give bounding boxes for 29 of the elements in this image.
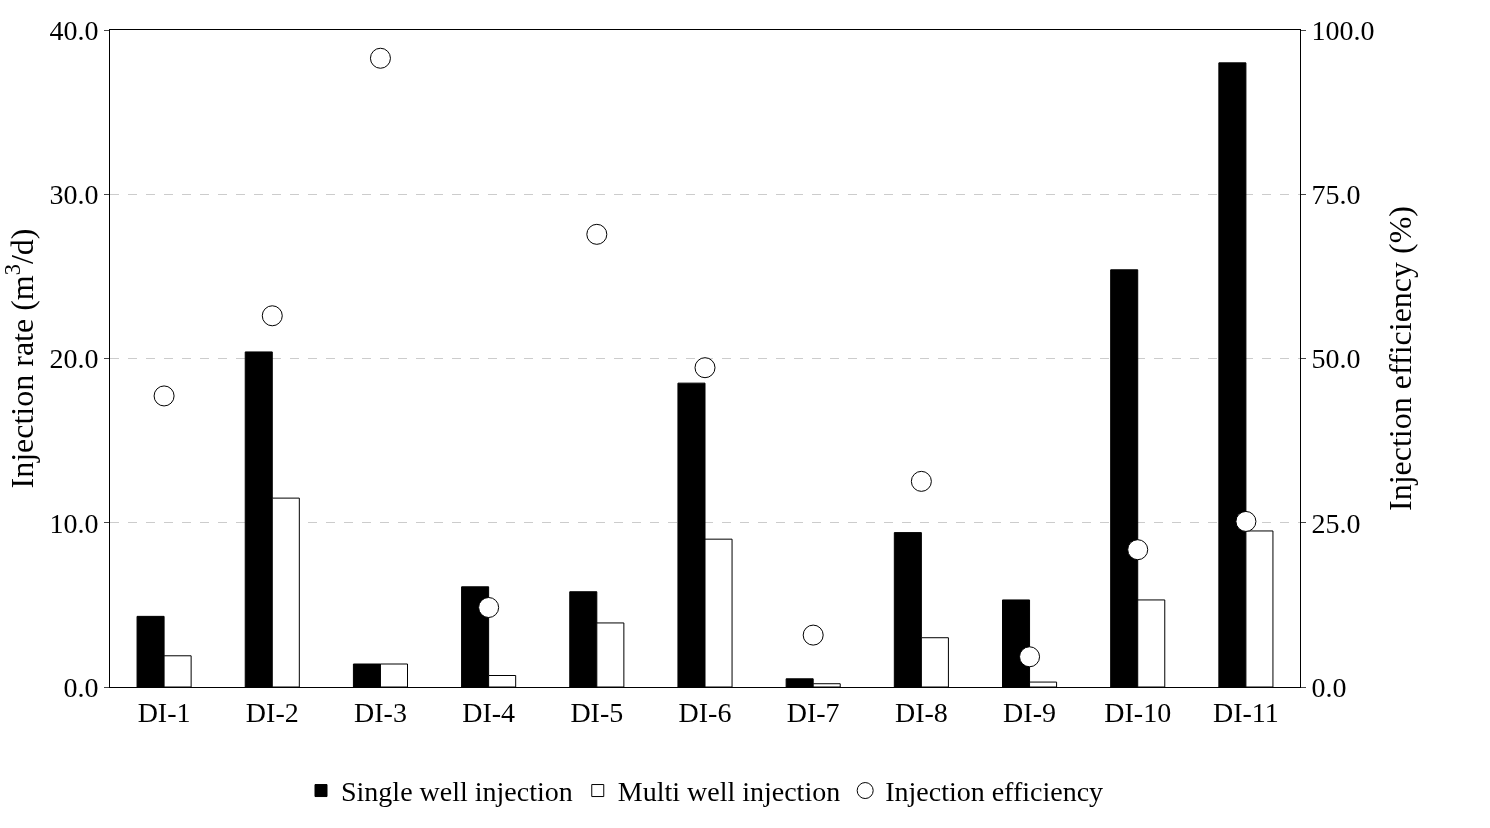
legend-label: Injection efficiency <box>885 776 1104 808</box>
x-tick-label: DI-8 <box>894 696 948 728</box>
y2-tick-label: 50.0 <box>1311 343 1361 375</box>
x-tick-label: DI-2 <box>245 696 299 728</box>
point <box>1235 510 1257 532</box>
y-tick-label: 20.0 <box>49 343 99 375</box>
x-tick-label: DI-10 <box>1104 696 1172 728</box>
x-tick-label: DI-3 <box>354 696 407 728</box>
legend-label: Single well injection <box>341 776 573 808</box>
y2-tick-label: 75.0 <box>1311 179 1361 211</box>
point <box>478 597 500 618</box>
y-tick-label: 40.0 <box>49 14 99 46</box>
x-tick-label: DI-1 <box>137 696 191 728</box>
y2-tick-label: 100.0 <box>1311 14 1375 46</box>
point <box>1019 646 1041 668</box>
y2-axis-title: Injection efficiency (%) <box>1382 205 1419 512</box>
y-tick-label: 0.0 <box>63 671 99 703</box>
x-tick-label: DI-5 <box>570 696 624 728</box>
y-tick-label: 10.0 <box>49 507 99 539</box>
x-tick-label: DI-9 <box>1003 696 1056 728</box>
x-tick-label: DI-7 <box>786 696 840 728</box>
x-tick-label: DI-6 <box>678 696 732 728</box>
legend-label: Multi well injection <box>617 776 841 808</box>
y2-tick-label: 0.0 <box>1311 671 1347 703</box>
point <box>1127 539 1149 561</box>
x-tick-label: DI-11 <box>1212 696 1279 728</box>
x-tick-label: DI-4 <box>462 696 516 728</box>
y2-tick-label: 25.0 <box>1311 507 1361 539</box>
y-tick-label: 30.0 <box>49 179 99 211</box>
